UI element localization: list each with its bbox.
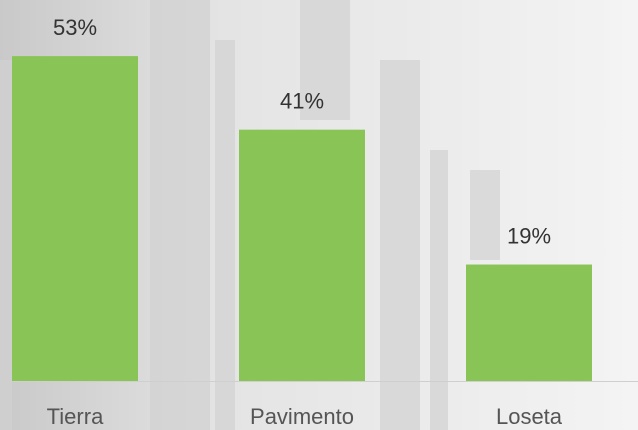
x-tick-label: Tierra: [47, 404, 104, 429]
bar: [466, 265, 592, 381]
value-label: 19%: [507, 223, 551, 248]
bar: [12, 56, 138, 381]
x-tick-label: Loseta: [496, 404, 563, 429]
x-tick-label: Pavimento: [250, 404, 354, 429]
value-label: 53%: [53, 15, 97, 40]
bar: [239, 130, 365, 381]
value-label: 41%: [280, 88, 324, 113]
chart: 53% Tierra 41% Pavimento 19% Loseta: [0, 0, 638, 430]
